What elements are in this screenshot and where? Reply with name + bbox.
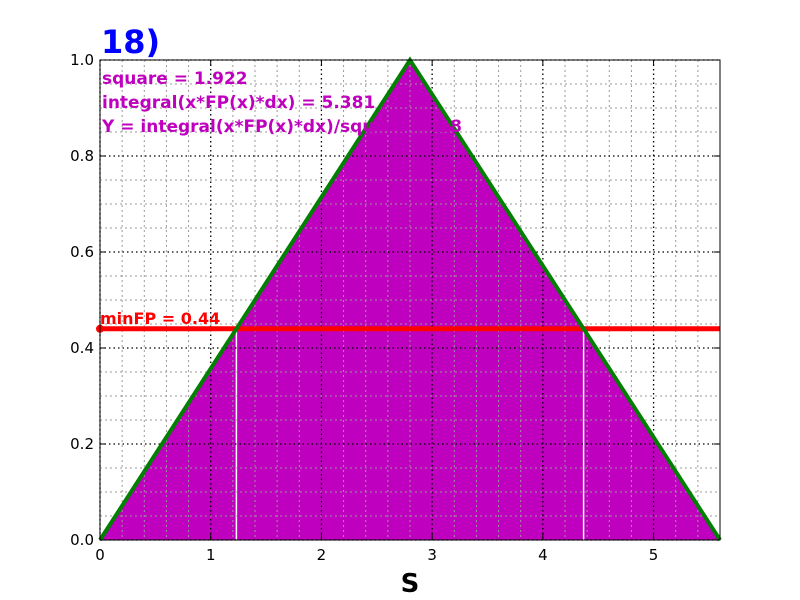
x-tick-label: 1 (206, 546, 216, 564)
x-tick-label: 0 (95, 546, 105, 564)
y-tick-label: 0.0 (70, 531, 94, 549)
text-layer: 18) square = 1.922 integral(x*FP(x)*dx) … (100, 23, 462, 599)
annotation-integral: integral(x*FP(x)*dx) = 5.381 (102, 93, 375, 113)
grid-layer (99, 59, 721, 541)
x-tick-label: 4 (538, 546, 548, 564)
y-tick-label: 0.2 (70, 435, 94, 453)
x-axis-label: S (401, 569, 420, 599)
x-tick-label: 3 (427, 546, 437, 564)
x-tick-label: 5 (649, 546, 659, 564)
y-tick-label: 0.8 (70, 147, 94, 165)
y-tick-label: 1.0 (70, 51, 94, 69)
annotation-square: square = 1.922 (102, 69, 248, 89)
x-tick-label: 2 (317, 546, 327, 564)
y-tick-label: 0.4 (70, 339, 94, 357)
chart-title: 18) (101, 23, 160, 61)
min-fp-label: minFP = 0.44 (100, 309, 220, 328)
axes-layer: 0 1 2 3 4 5 0.0 0.2 0.4 0.6 0.8 1.0 (70, 51, 721, 564)
y-tick-label: 0.6 (70, 243, 94, 261)
plot-frame (99, 59, 721, 541)
annotation-y-value: Y = integral(x*FP(x)*dx)/square = 2.8 (101, 117, 462, 137)
